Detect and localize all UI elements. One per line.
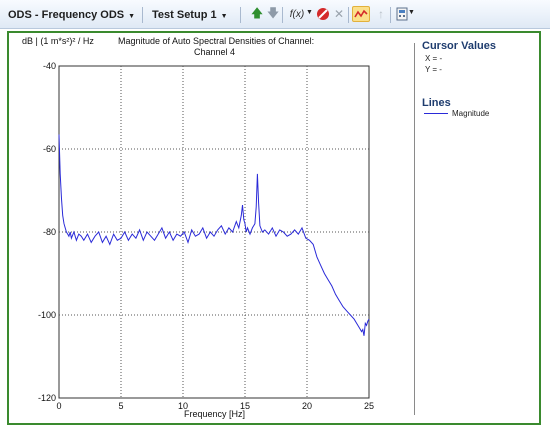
toolbar-separator <box>390 7 391 23</box>
chart-panel: Cursor Values X = - Y = - Lines <box>7 31 541 425</box>
y-tick-label: -120 <box>38 393 56 403</box>
x-axis-label: Frequency [Hz] <box>184 409 246 419</box>
close-icon[interactable]: ✕ <box>333 7 345 21</box>
toolbar-separator <box>240 7 241 23</box>
legend-line-swatch <box>424 113 448 114</box>
x-tick-label: 0 <box>56 401 61 411</box>
ods-dropdown-label: ODS - Frequency ODS <box>8 9 125 21</box>
y-tick-label: -40 <box>43 61 56 71</box>
chevron-down-icon[interactable]: ▼ <box>408 9 415 16</box>
x-tick-label: 15 <box>240 401 250 411</box>
chart-title-line1: Magnitude of Auto Spectral Densities of … <box>118 36 315 46</box>
cursor-x-value: X = - <box>425 54 443 63</box>
calculator-icon[interactable] <box>393 6 411 22</box>
chart-title-line2: Channel 4 <box>194 47 236 57</box>
y-tick-label: -60 <box>43 144 56 154</box>
x-tick-label: 10 <box>178 401 188 411</box>
line-chart-icon[interactable] <box>352 6 370 22</box>
y-axis-label: dB | (1 m*s²)² / Hz <box>22 36 94 46</box>
cursor-y-value: Y = - <box>425 65 442 74</box>
toolbar-separator <box>348 7 349 23</box>
x-tick-label: 5 <box>118 401 123 411</box>
arrow-down-icon[interactable]: 🡇 <box>266 5 280 20</box>
chevron-down-icon: ▼ <box>220 13 228 20</box>
function-icon[interactable]: f(x) <box>289 8 305 20</box>
test-setup-label: Test Setup 1 <box>152 9 217 21</box>
y-tick-label: -80 <box>43 227 56 237</box>
cursor-up-icon[interactable]: ↑ <box>378 7 384 21</box>
x-tick-label: 25 <box>364 401 374 411</box>
chevron-down-icon[interactable]: ▼ <box>306 9 313 16</box>
plot-area-border <box>58 65 370 399</box>
toolbar: ODS - Frequency ODS ▼ Test Setup 1 ▼ 🡅 🡇 f… <box>0 0 550 29</box>
magnitude-series-line <box>58 134 370 336</box>
test-setup-dropdown[interactable]: Test Setup 1 ▼ <box>152 0 228 28</box>
stop-icon[interactable] <box>314 6 332 22</box>
toolbar-separator <box>142 7 143 23</box>
toolbar-separator <box>282 7 283 23</box>
legend-label[interactable]: Magnitude <box>452 109 490 118</box>
cursor-values-title: Cursor Values <box>422 40 496 52</box>
chevron-down-icon: ▼ <box>128 13 136 20</box>
y-tick-label: -100 <box>38 310 56 320</box>
arrow-up-icon[interactable]: 🡅 <box>250 5 264 20</box>
x-tick-label: 20 <box>302 401 312 411</box>
sidebar-divider <box>414 43 415 415</box>
ods-dropdown[interactable]: ODS - Frequency ODS ▼ <box>8 0 135 28</box>
lines-title: Lines <box>422 97 451 109</box>
